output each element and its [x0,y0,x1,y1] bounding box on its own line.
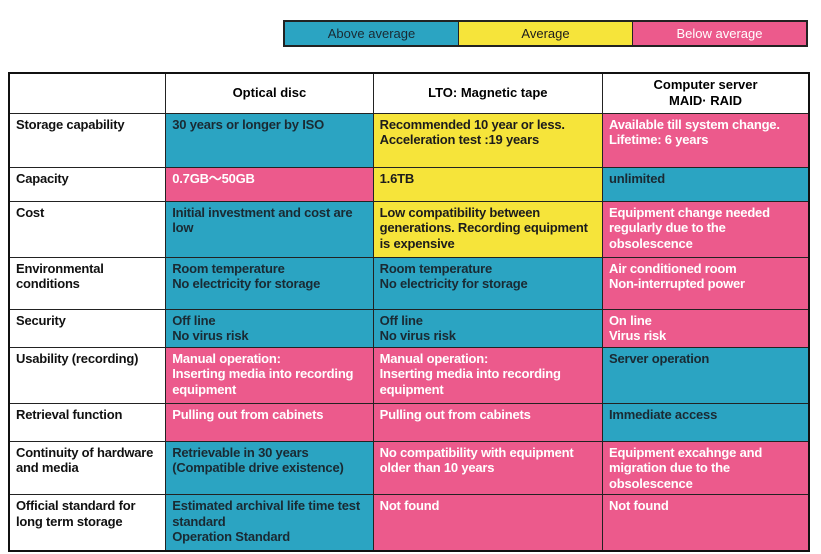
table-row: Security Off line No virus risk Off line N… [8,308,810,348]
table-row: Retrieval function Pulling out from cabin… [8,402,810,442]
rating-cell-below: Pulling out from cabinets [372,402,604,442]
header-lto: LTO: Magnetic tape [372,72,604,114]
table-row: Continuity of hardware and media Retrieva… [8,440,810,495]
rating-cell-average: Recommended 10 year or less. Acceleratio… [372,112,604,168]
row-label: Continuity of hardware and media [8,440,167,495]
rating-cell-below: Manual operation: Inserting media into r… [372,346,604,404]
rating-cell-below: Air conditioned room Non-interrupted pow… [602,256,810,310]
rating-cell-above: 30 years or longer by ISO [165,112,374,168]
rating-cell-below: Equipment change needed regularly due to… [602,200,810,258]
legend: Above average Average Below average [283,20,808,47]
table-row: Official standard for long term storage E… [8,494,810,551]
rating-cell-above: Initial investment and cost are low [165,200,374,258]
row-label: Official standard for long term storage [8,494,167,551]
table-row: Usability (recording) Manual operation: I… [8,346,810,404]
rating-cell-above: Immediate access [602,402,810,442]
row-label: Cost [8,200,167,258]
table-row: Storage capability 30 years or longer by … [8,112,810,168]
rating-cell-below: 0.7GB〜50GB [165,166,374,202]
rating-cell-below: Equipment excahnge and migration due to … [602,440,810,495]
rating-cell-below: No compatibility with equipment older th… [372,440,604,495]
rating-cell-above: Off line No virus risk [165,308,374,348]
rating-cell-above: Off line No virus risk [372,308,604,348]
rating-cell-above: Estimated archival life time test standa… [165,494,374,551]
rating-cell-below: Not found [372,494,604,551]
legend-average: Average [459,22,633,45]
rating-cell-above: unlimited [602,166,810,202]
header-corner [8,72,167,114]
rating-cell-above: Room temperature No electricity for stor… [165,256,374,310]
header-server: Computer server MAID· RAID [602,72,810,114]
row-label: Usability (recording) [8,346,167,404]
rating-cell-below: Not found [602,494,810,551]
rating-cell-below: Pulling out from cabinets [165,402,374,442]
rating-cell-average: 1.6TB [372,166,604,202]
rating-cell-average: Low compatibility between generations. R… [372,200,604,258]
row-label: Security [8,308,167,348]
row-label: Capacity [8,166,167,202]
table-row: Capacity 0.7GB〜50GB 1.6TB unlimited [8,166,810,202]
rating-cell-below: Manual operation: Inserting media into r… [165,346,374,404]
rating-cell-above: Room temperature No electricity for stor… [372,256,604,310]
legend-below-average: Below average [633,22,806,45]
rating-cell-below: Available till system change. Lifetime: … [602,112,810,168]
row-label: Environmental conditions [8,256,167,310]
rating-cell-below: On line Virus risk [602,308,810,348]
row-label: Storage capability [8,112,167,168]
header-optical-disc: Optical disc [165,72,374,114]
rating-cell-above: Server operation [602,346,810,404]
legend-above-average: Above average [285,22,459,45]
rating-cell-above: Retrievable in 30 years (Compatible driv… [165,440,374,495]
header-row: Optical disc LTO: Magnetic tape Computer… [8,72,810,114]
row-label: Retrieval function [8,402,167,442]
table-row: Cost Initial investment and cost are low L… [8,200,810,258]
table-row: Environmental conditions Room temperature… [8,256,810,310]
comparison-table: Optical disc LTO: Magnetic tape Computer… [8,72,810,552]
